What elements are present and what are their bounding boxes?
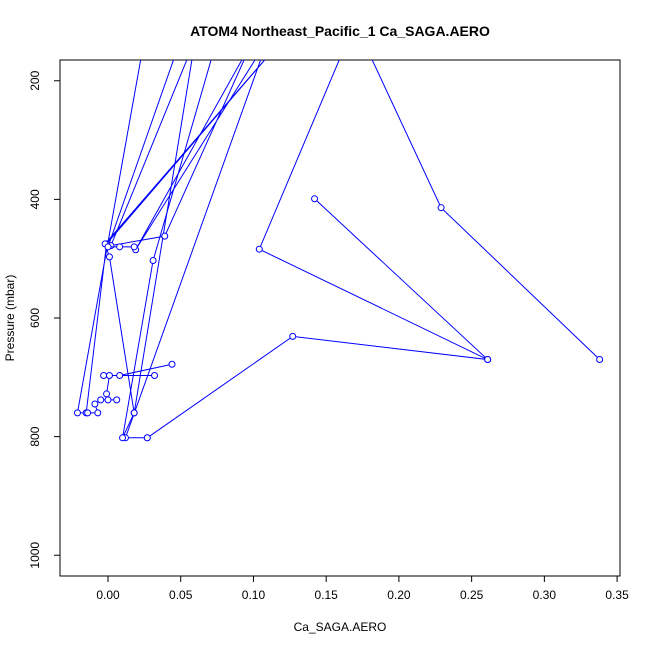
data-point	[116, 372, 124, 380]
data-point	[119, 434, 127, 442]
series-line	[371, 60, 600, 360]
x-axis-label: Ca_SAGA.AERO	[294, 620, 387, 634]
data-point	[94, 409, 102, 417]
x-tick-label: 0.05	[169, 588, 193, 602]
y-tick-label: 800	[28, 426, 42, 446]
series-3	[371, 60, 604, 364]
x-tick-label: 0.20	[387, 588, 411, 602]
data-point	[97, 396, 105, 404]
data-point	[151, 372, 159, 380]
data-point	[103, 390, 111, 398]
data-point	[130, 409, 138, 417]
series-layer	[73, 60, 604, 442]
data-point	[484, 356, 492, 364]
data-point	[104, 396, 112, 404]
data-point	[311, 195, 319, 203]
data-point	[149, 256, 157, 264]
x-tick-label: 0.15	[315, 588, 339, 602]
chart-title: ATOM4 Northeast_Pacific_1 Ca_SAGA.AERO	[190, 23, 490, 39]
y-tick-label: 400	[28, 189, 42, 209]
series-6	[84, 360, 176, 417]
data-point	[113, 396, 121, 404]
series-line	[107, 60, 174, 248]
data-point	[100, 372, 108, 380]
data-point	[596, 356, 604, 364]
series-1	[73, 60, 266, 442]
data-point	[73, 409, 81, 417]
series-line	[146, 198, 490, 439]
series-line	[76, 60, 266, 439]
x-tick-label: 0.35	[605, 588, 629, 602]
data-point	[437, 204, 445, 212]
y-axis: 200 400 600 800 1000	[28, 70, 61, 569]
y-axis-label: Pressure (mbar)	[3, 275, 17, 362]
data-point	[255, 245, 263, 253]
data-point	[104, 243, 112, 251]
x-tick-label: 0.00	[96, 588, 120, 602]
y-tick-label: 600	[28, 308, 42, 328]
series-7	[104, 60, 174, 251]
data-point	[105, 372, 113, 380]
series-2	[255, 60, 492, 364]
x-tick-label: 0.25	[460, 588, 484, 602]
series-5	[119, 60, 212, 442]
series-line	[258, 60, 488, 360]
series-4	[143, 195, 492, 442]
data-point	[130, 243, 138, 251]
data-point	[116, 243, 124, 251]
series-line	[122, 60, 212, 439]
x-tick-label: 0.10	[242, 588, 266, 602]
data-point	[84, 409, 92, 417]
y-tick-label: 200	[28, 70, 42, 90]
x-axis: 0.00 0.05 0.10 0.15 0.20 0.25 0.30 0.35	[96, 575, 629, 602]
x-tick-label: 0.30	[533, 588, 557, 602]
data-point	[91, 400, 99, 408]
plot-frame	[59, 59, 621, 577]
data-point	[143, 434, 151, 442]
y-tick-label: 1000	[28, 542, 42, 569]
data-point	[161, 232, 169, 240]
data-point	[289, 332, 297, 340]
data-point	[105, 253, 113, 261]
data-point	[168, 360, 176, 368]
